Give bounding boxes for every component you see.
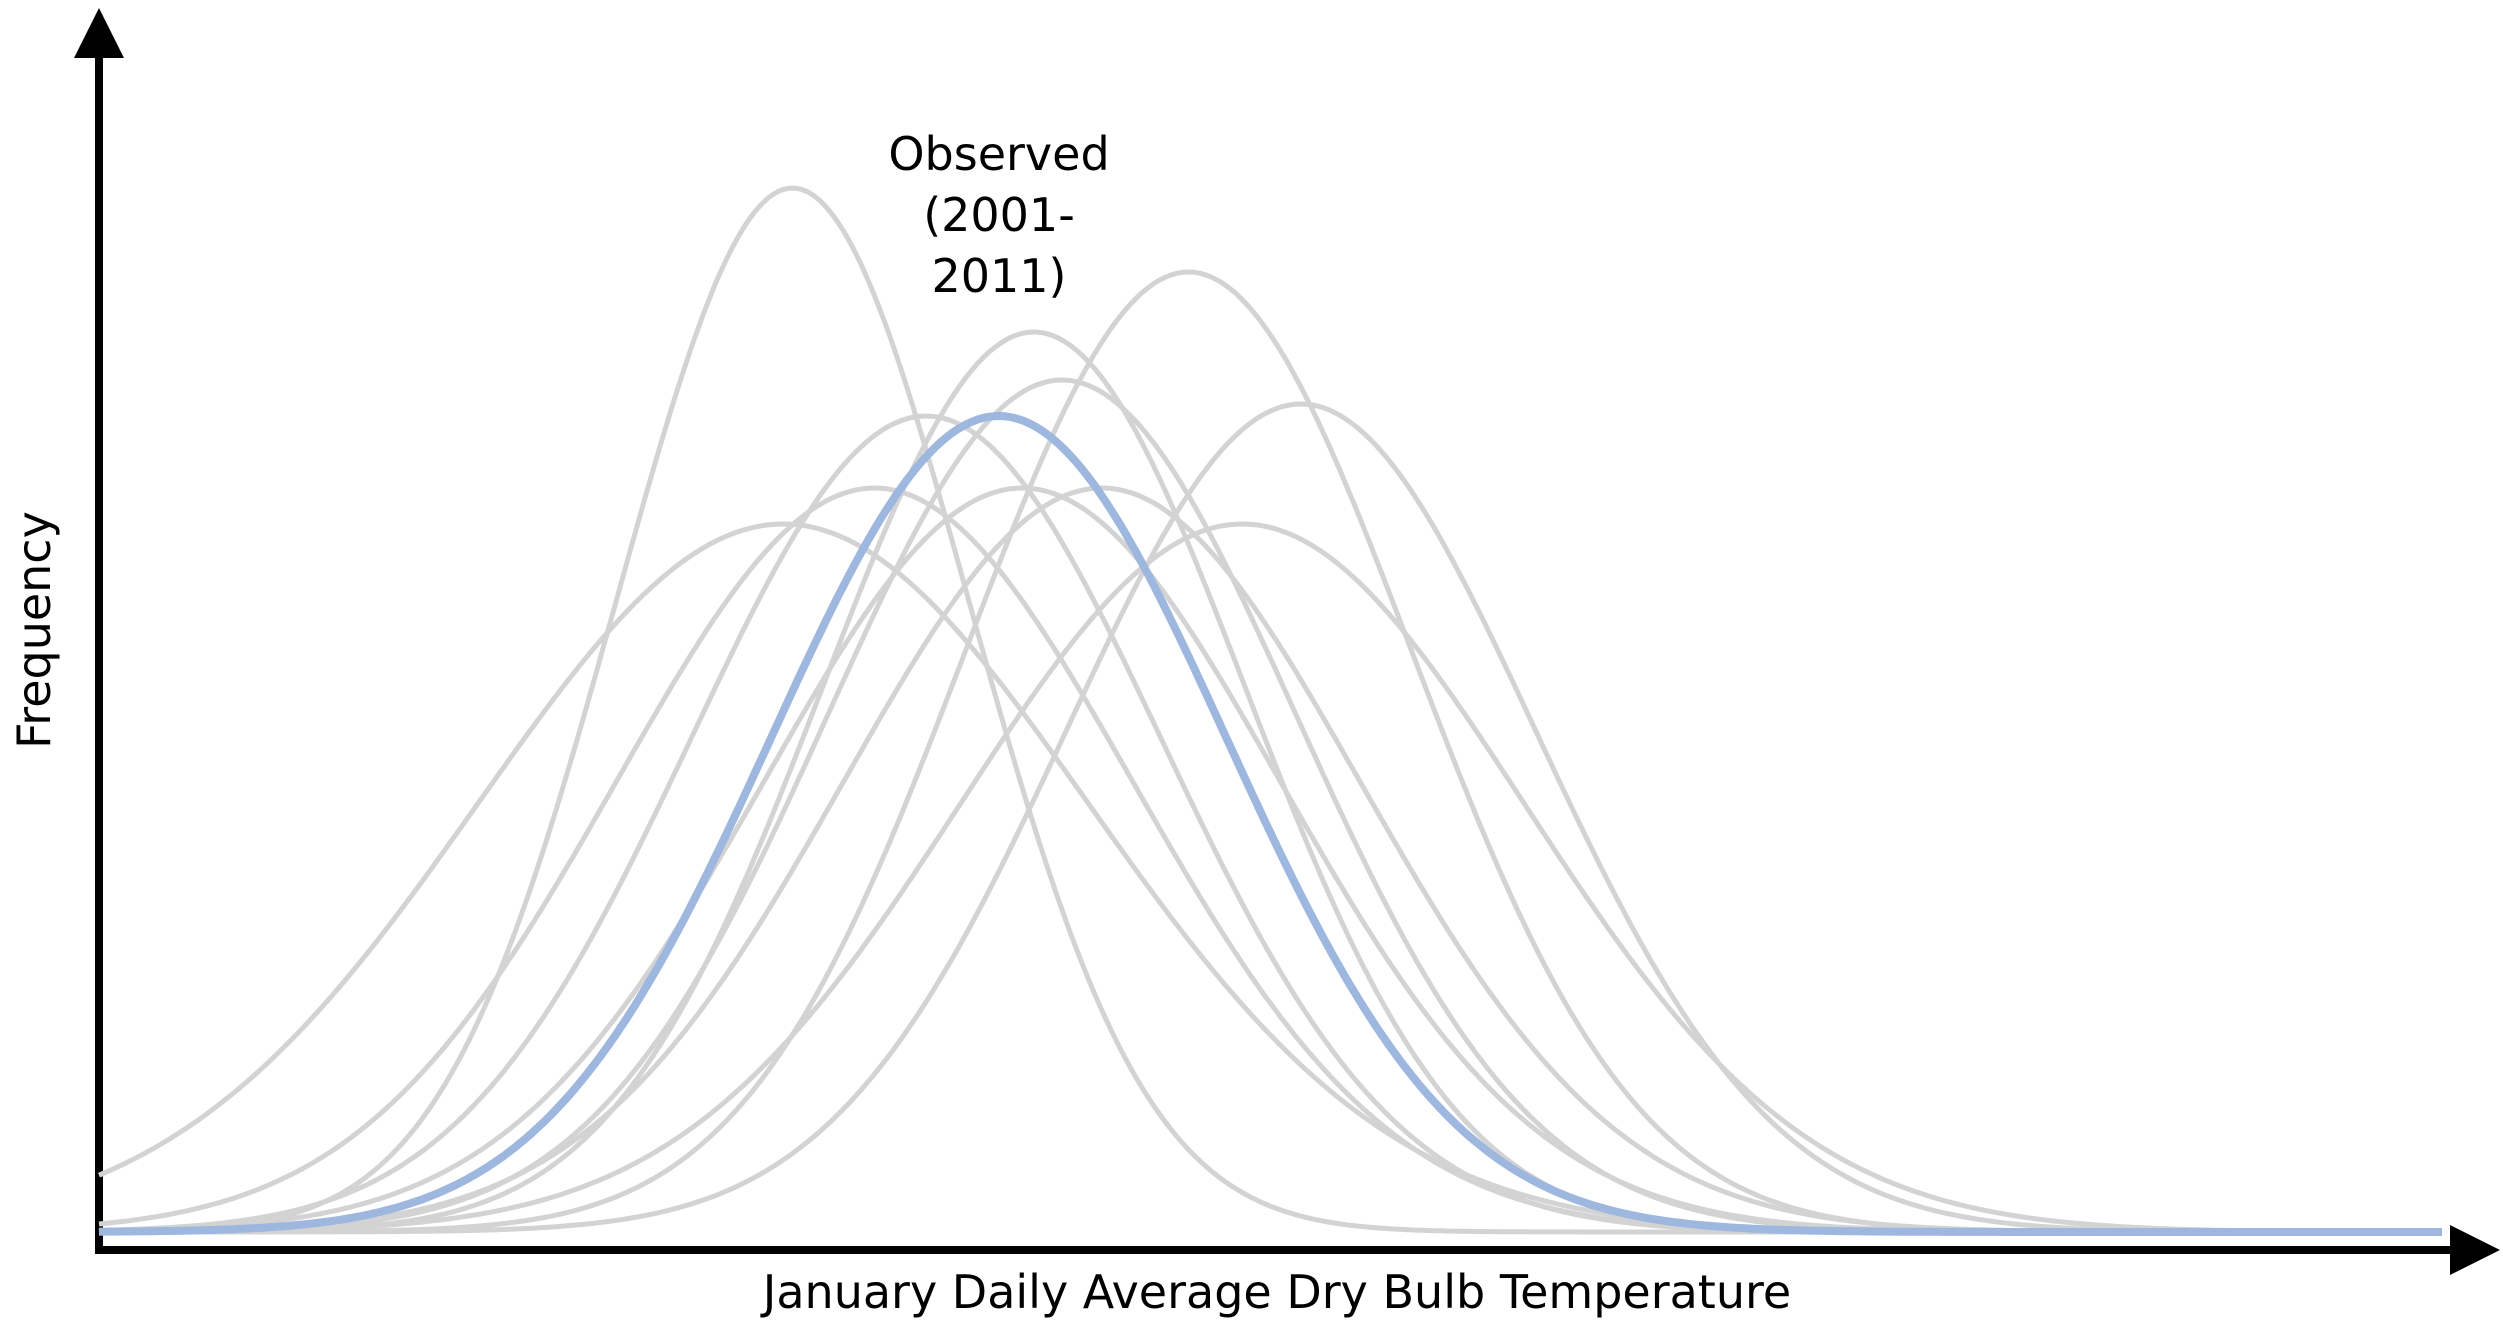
curve — [98, 412, 2442, 1236]
annotation-line: 2011) — [931, 249, 1066, 303]
curve — [99, 377, 2442, 1235]
y-axis-label: Frequency — [7, 511, 61, 749]
y-axis-arrow — [74, 8, 124, 58]
curve — [98, 485, 2442, 1235]
annotation-line: (2001- — [923, 188, 1075, 242]
curve — [99, 521, 2442, 1235]
curve — [98, 485, 2442, 1235]
annotation: Observed (2001- 2011) — [888, 127, 1109, 303]
curve — [98, 329, 2442, 1235]
annotation-line: Observed — [888, 127, 1109, 181]
curve — [99, 485, 2442, 1235]
x-axis-label: January Daily Average Dry Bulb Temperatu… — [760, 1265, 1791, 1319]
x-axis-arrow — [2450, 1225, 2500, 1275]
curve — [99, 401, 2442, 1235]
curve — [98, 185, 2442, 1235]
curves — [98, 185, 2442, 1236]
